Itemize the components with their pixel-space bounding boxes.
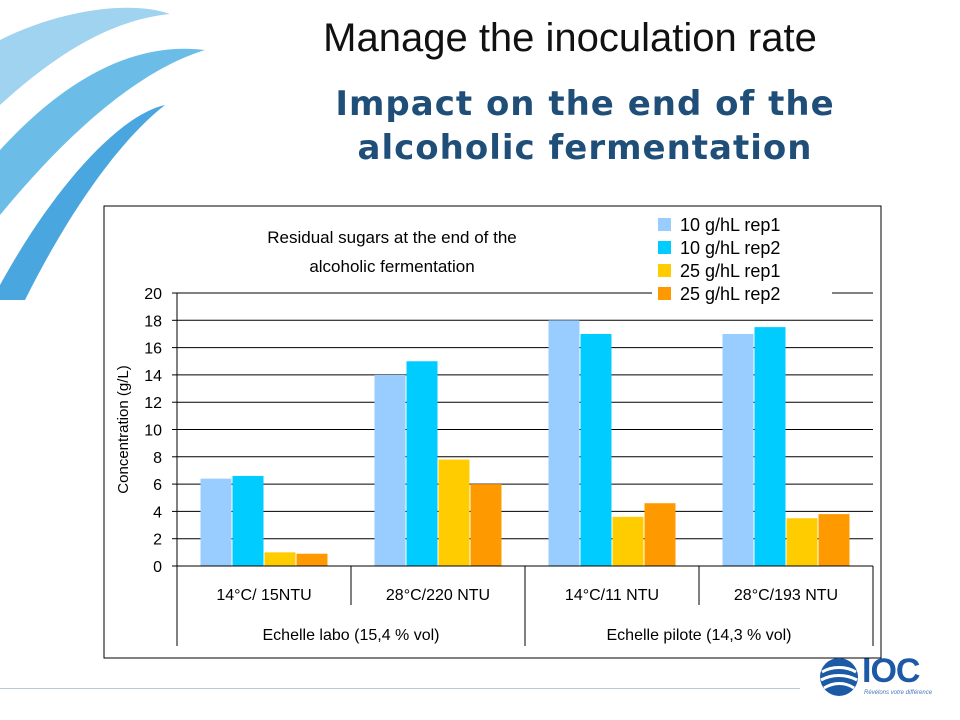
legend-swatch	[658, 218, 671, 231]
swoosh-band-1	[0, 7, 170, 105]
legend-label: 10 g/hL rep1	[680, 215, 780, 235]
footer-divider	[0, 688, 800, 689]
bar	[722, 333, 754, 566]
bar	[264, 552, 296, 566]
y-tick-label: 6	[153, 477, 162, 494]
bar	[374, 374, 406, 566]
chart-title: Residual sugars at the end of the	[267, 228, 517, 247]
ioc-logo: IOC Révélons votre différence	[818, 652, 948, 702]
y-tick-label: 10	[144, 423, 162, 440]
legend-label: 25 g/hL rep1	[680, 261, 780, 281]
legend-label: 25 g/hL rep2	[680, 284, 780, 304]
x-group-label: Echelle pilote (14,3 % vol)	[607, 627, 792, 644]
logo-text: IOC	[862, 652, 920, 690]
x-tick-label: 28°C/220 NTU	[386, 587, 490, 604]
y-axis-label: Concentration (g/L)	[115, 365, 132, 493]
bar	[470, 484, 502, 566]
chart-title: alcoholic fermentation	[309, 257, 474, 276]
y-tick-label: 2	[153, 532, 162, 549]
x-group-label: Echelle labo (15,4 % vol)	[263, 627, 440, 644]
y-tick-label: 20	[144, 286, 162, 303]
legend-label: 10 g/hL rep2	[680, 238, 780, 258]
bar	[786, 518, 818, 566]
bar	[548, 320, 580, 566]
y-tick-label: 0	[153, 559, 162, 576]
y-tick-label: 8	[153, 450, 162, 467]
y-tick-label: 16	[144, 341, 162, 358]
legend-box	[652, 210, 832, 314]
swoosh-band-2	[0, 48, 205, 215]
y-tick-label: 18	[144, 313, 162, 330]
legend-swatch	[658, 287, 671, 300]
bar	[438, 459, 470, 566]
bar	[406, 361, 438, 566]
page-title: Manage the inoculation rate	[323, 16, 817, 60]
bar	[612, 516, 644, 566]
bar	[200, 478, 232, 566]
bar	[754, 327, 786, 566]
x-tick-label: 14°C/11 NTU	[565, 587, 659, 604]
page-subtitle: Impact on the end of the alcoholic ferme…	[335, 84, 835, 168]
bar	[232, 475, 264, 566]
x-tick-label: 28°C/193 NTU	[734, 587, 838, 604]
legend-swatch	[658, 264, 671, 277]
bar	[818, 514, 850, 566]
bar	[296, 553, 328, 566]
decorative-swoosh	[0, 7, 205, 300]
chart-title-background	[190, 220, 592, 292]
legend-swatch	[658, 241, 671, 254]
x-tick-label: 14°C/ 15NTU	[216, 587, 311, 604]
y-tick-label: 12	[144, 395, 162, 412]
logo-globe-icon	[820, 658, 858, 696]
bar	[644, 503, 676, 566]
bar	[580, 333, 612, 566]
y-tick-label: 4	[153, 504, 162, 521]
swoosh-band-3	[0, 105, 165, 300]
y-tick-label: 14	[144, 368, 162, 385]
logo-tagline: Révélons votre différence	[864, 690, 933, 696]
